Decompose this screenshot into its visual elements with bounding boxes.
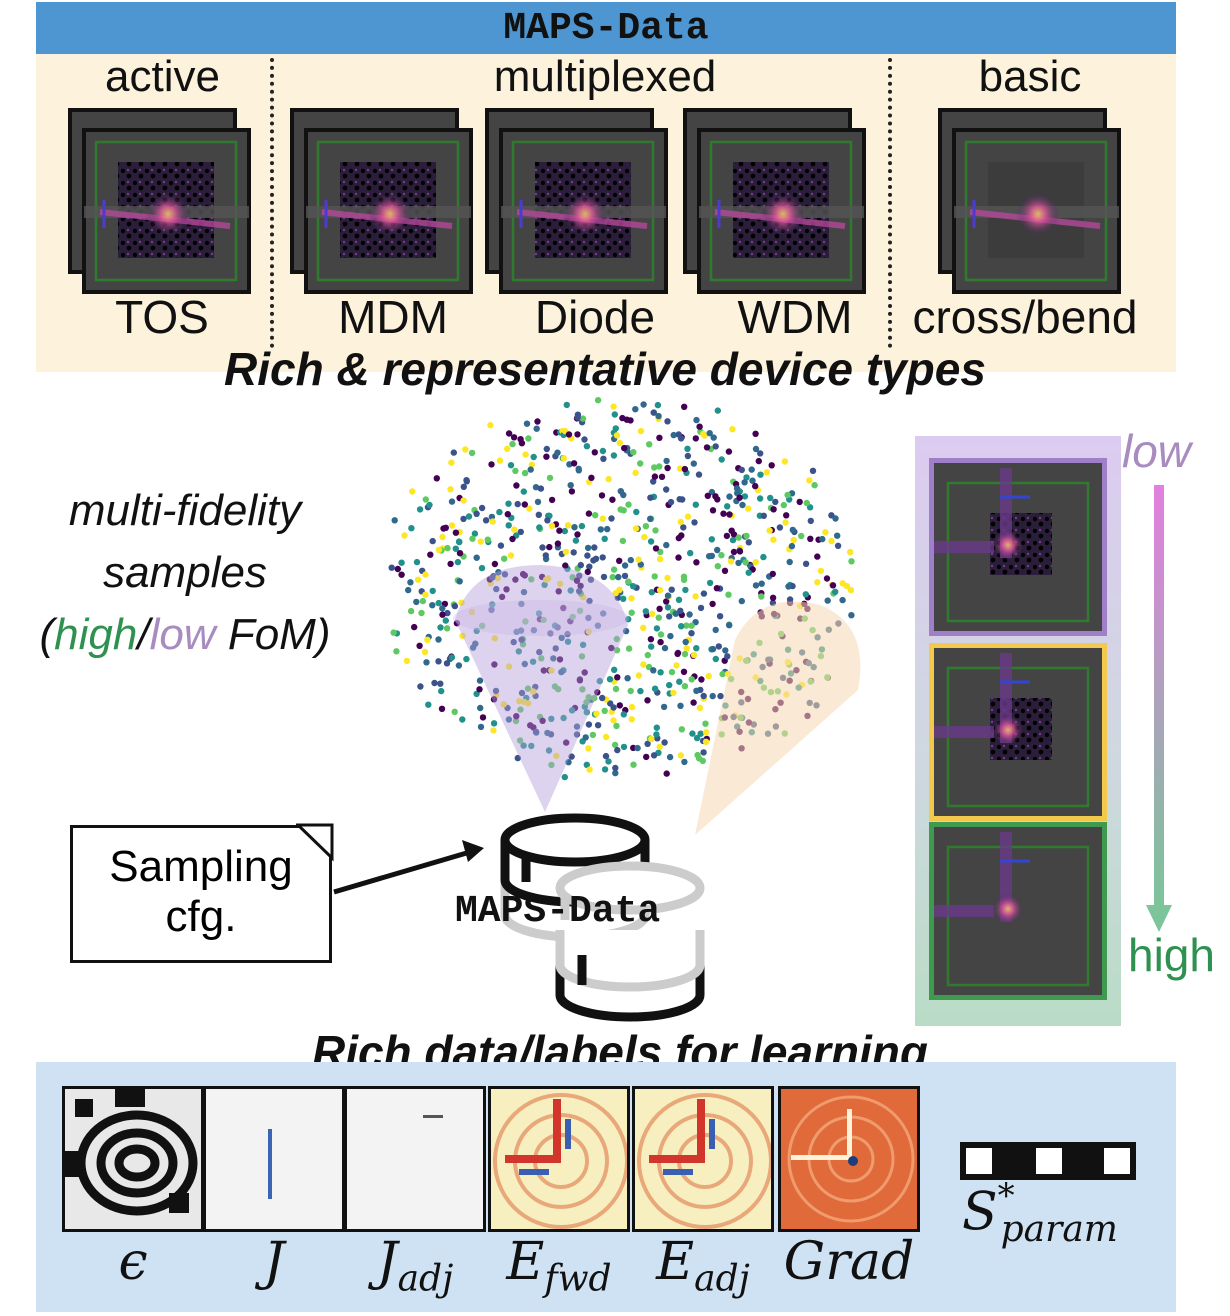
device-stack-1 bbox=[290, 108, 473, 294]
fidelity-low-label: low bbox=[1122, 425, 1192, 477]
multi-fidelity-line1: multi-fidelity bbox=[68, 486, 302, 535]
sampling-cfg-line2: cfg. bbox=[165, 892, 237, 941]
tile-e-adjoint bbox=[632, 1086, 774, 1232]
label-permittivity: ϵ bbox=[118, 1232, 148, 1292]
device-label-wdm: WDM bbox=[737, 291, 853, 343]
fidelity-arrow-head bbox=[1146, 905, 1172, 932]
multi-fidelity-line3: (high/low FoM) bbox=[0, 604, 370, 666]
category-basic: basic bbox=[978, 52, 1082, 101]
fidelity-card-detail-1 bbox=[934, 653, 1090, 808]
device-label-diode: Diode bbox=[534, 291, 656, 343]
device-label-tos: TOS bbox=[115, 291, 209, 343]
sparam-bar bbox=[960, 1142, 1136, 1180]
device-stack-4 bbox=[938, 108, 1121, 294]
fom-text: FoM) bbox=[215, 610, 331, 659]
device-stack-3 bbox=[683, 108, 866, 294]
device-label-mdm: MDM bbox=[338, 291, 448, 343]
database-icon-2 bbox=[555, 861, 705, 1022]
sampling-arrowhead bbox=[462, 840, 484, 862]
paren: ( bbox=[39, 610, 55, 659]
high-fom-text: high bbox=[54, 610, 138, 659]
maps-data-title: MAPS-Data bbox=[36, 2, 1176, 54]
divider-right bbox=[888, 58, 892, 348]
sampling-cfg-box: Sampling cfg. bbox=[70, 825, 332, 963]
label-eadj: Eadj bbox=[656, 1232, 750, 1300]
tile-source-jadj bbox=[344, 1086, 486, 1232]
tile-source-j bbox=[203, 1086, 345, 1232]
low-fom-cone bbox=[455, 565, 628, 812]
label-jadj: Jadj bbox=[376, 1232, 454, 1300]
fidelity-card-detail-2 bbox=[934, 832, 1090, 987]
slash: / bbox=[137, 610, 150, 659]
fidelity-high-label: high bbox=[1128, 929, 1215, 981]
fidelity-card-detail-0 bbox=[934, 468, 1090, 623]
folded-corner bbox=[296, 823, 334, 862]
category-active: active bbox=[105, 52, 220, 101]
tile-permittivity bbox=[62, 1086, 204, 1232]
fidelity-arrow-shaft bbox=[1154, 485, 1164, 905]
tile-e-forward bbox=[488, 1086, 630, 1232]
tile-gradient bbox=[778, 1086, 920, 1232]
category-multiplexed: multiplexed bbox=[493, 52, 717, 101]
device-stack-0 bbox=[68, 108, 251, 294]
heading-device-types: Rich & representative device types bbox=[224, 343, 986, 395]
low-fom-text: low bbox=[149, 610, 216, 659]
database-label: MAPS-Data bbox=[455, 890, 661, 933]
label-j: J bbox=[263, 1232, 285, 1292]
device-stack-2 bbox=[485, 108, 668, 294]
label-efwd: Efwd bbox=[506, 1232, 612, 1300]
high-fom-cone bbox=[695, 601, 861, 835]
multi-fidelity-text: multi-fidelity samples (high/low FoM) bbox=[0, 480, 370, 666]
permittivity-pattern bbox=[65, 1089, 201, 1229]
label-grad: Grad bbox=[783, 1232, 915, 1292]
low-fom-cone-top bbox=[453, 600, 629, 636]
divider-left bbox=[270, 58, 274, 348]
sampling-cfg-line1: Sampling bbox=[109, 842, 293, 891]
label-sparam: S*param bbox=[962, 1176, 1118, 1250]
multi-fidelity-line2: samples bbox=[103, 548, 267, 597]
device-label-cross-bend: cross/bend bbox=[912, 291, 1138, 343]
sampling-arrow bbox=[333, 849, 471, 895]
